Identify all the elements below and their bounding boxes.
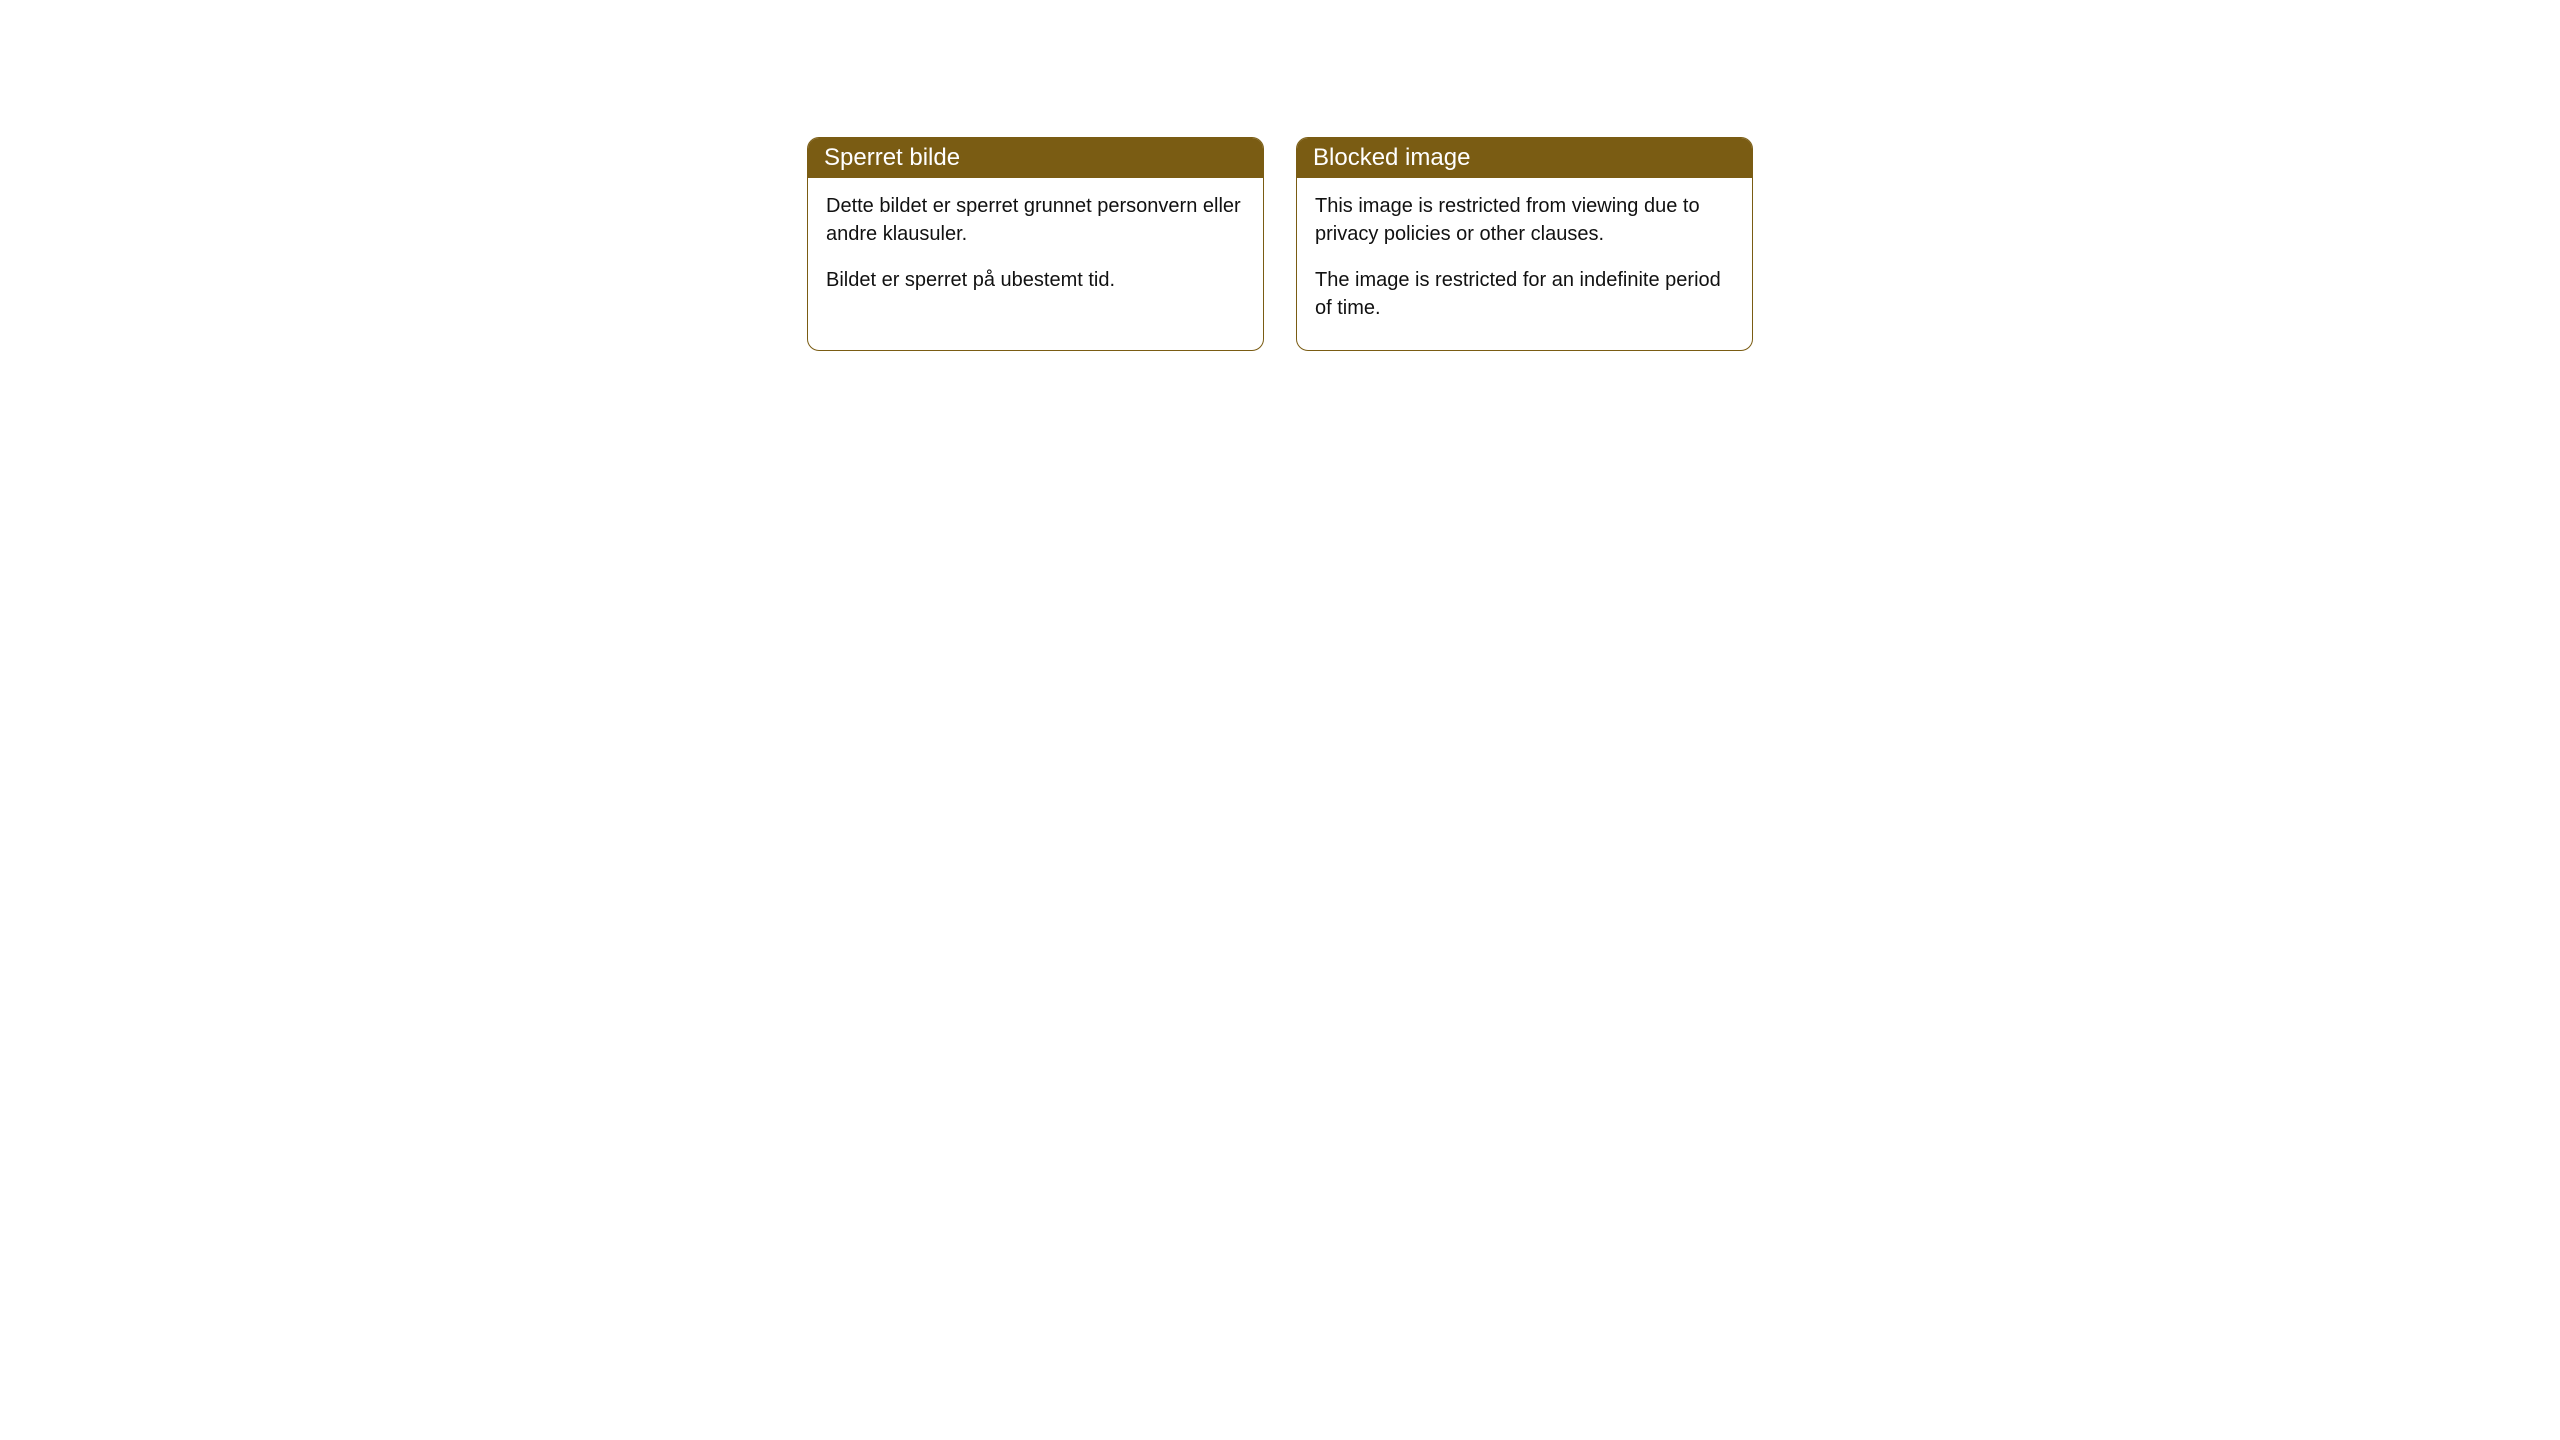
card-title: Sperret bilde bbox=[824, 144, 960, 171]
card-title: Blocked image bbox=[1313, 144, 1470, 171]
card-body: This image is restricted from viewing du… bbox=[1297, 178, 1752, 350]
card-body: Dette bildet er sperret grunnet personve… bbox=[808, 178, 1263, 322]
card-header: Blocked image bbox=[1297, 138, 1752, 178]
card-paragraph: Dette bildet er sperret grunnet personve… bbox=[826, 192, 1245, 248]
card-paragraph: Bildet er sperret på ubestemt tid. bbox=[826, 266, 1245, 294]
blocked-image-card-en: Blocked image This image is restricted f… bbox=[1296, 137, 1753, 351]
card-header: Sperret bilde bbox=[808, 138, 1263, 178]
card-paragraph: This image is restricted from viewing du… bbox=[1315, 192, 1734, 248]
card-paragraph: The image is restricted for an indefinit… bbox=[1315, 266, 1734, 322]
blocked-image-card-no: Sperret bilde Dette bildet er sperret gr… bbox=[807, 137, 1264, 351]
